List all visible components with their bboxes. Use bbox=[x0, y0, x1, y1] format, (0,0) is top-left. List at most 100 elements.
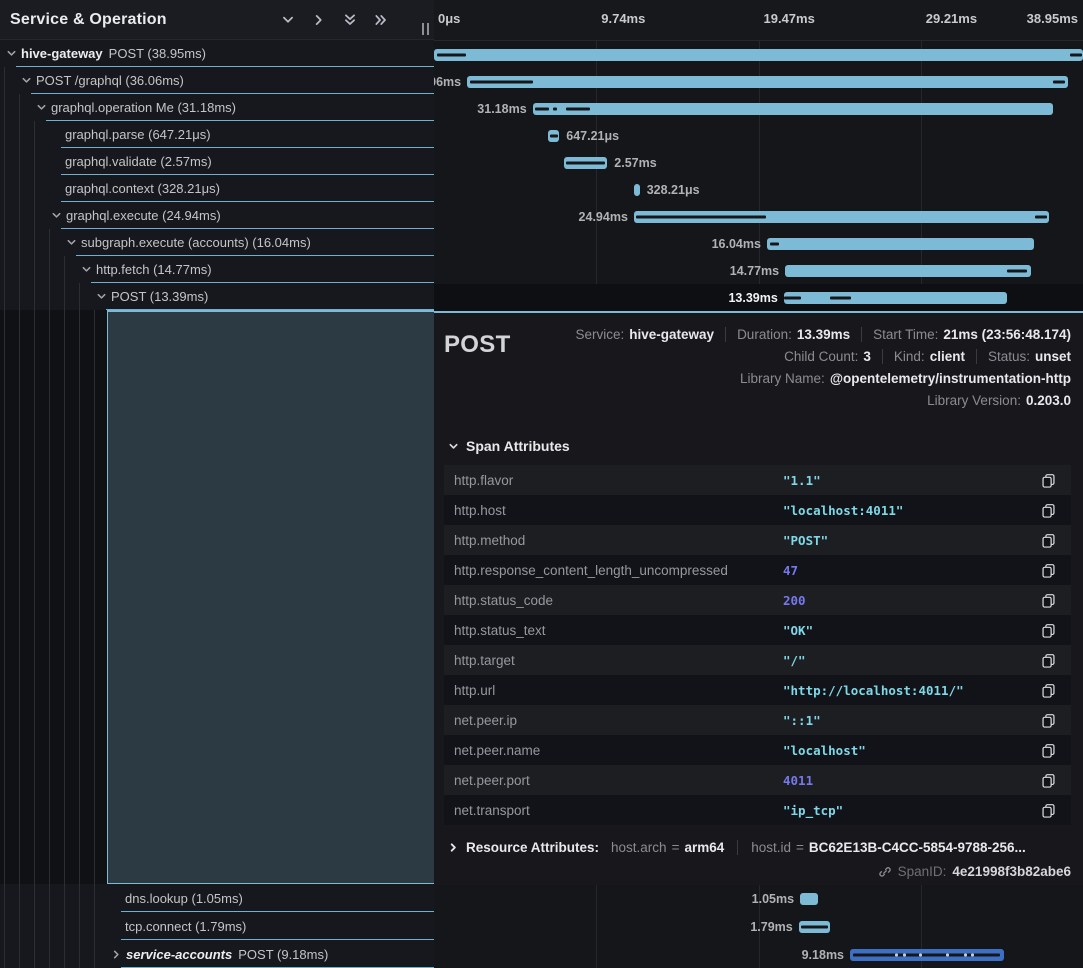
indent-guide bbox=[4, 256, 5, 283]
column-resize-grip-icon[interactable] bbox=[422, 23, 429, 35]
span-operation-label: http.fetch (14.77ms) bbox=[96, 262, 212, 277]
timeline-row[interactable]: 9.18ms bbox=[434, 941, 1083, 968]
span-bar[interactable] bbox=[785, 264, 1032, 277]
indent-guide bbox=[19, 121, 20, 148]
span-operation-label: POST (38.95ms) bbox=[108, 46, 206, 61]
span-bar[interactable] bbox=[467, 75, 1069, 88]
span-tree-row[interactable]: http.fetch (14.77ms) bbox=[0, 256, 434, 283]
double-chevron-down-icon[interactable] bbox=[339, 9, 361, 31]
span-bar[interactable] bbox=[434, 48, 1083, 61]
span-duration-label: 9.18ms bbox=[801, 948, 845, 962]
copy-icon[interactable] bbox=[1039, 561, 1057, 579]
span-meta-item: Library Version: 0.203.0 bbox=[927, 393, 1071, 408]
span-bar[interactable] bbox=[800, 893, 819, 905]
attribute-row: http.status_code 200 bbox=[444, 585, 1071, 615]
timeline-row[interactable]: 13.39ms bbox=[434, 284, 1083, 311]
copy-icon[interactable] bbox=[1039, 591, 1057, 609]
copy-icon[interactable] bbox=[1039, 471, 1057, 489]
span-bar[interactable] bbox=[532, 102, 1054, 115]
copy-icon[interactable] bbox=[1039, 771, 1057, 789]
span-tree-row[interactable]: graphql.validate (2.57ms) bbox=[0, 148, 434, 175]
resource-attributes-row[interactable]: Resource Attributes: host.arch = arm64 host… bbox=[448, 840, 1071, 855]
chevron-down-icon[interactable] bbox=[95, 291, 107, 303]
timeline-row[interactable]: 31.18ms bbox=[434, 95, 1083, 122]
ruler-tick: 19.47ms bbox=[763, 11, 815, 26]
indent-guide bbox=[4, 940, 5, 968]
timeline-row[interactable] bbox=[434, 41, 1083, 68]
copy-icon[interactable] bbox=[1039, 681, 1057, 699]
copy-icon[interactable] bbox=[1039, 711, 1057, 729]
indent-guide bbox=[4, 67, 5, 94]
timeline-row[interactable]: 647.21μs bbox=[434, 122, 1083, 149]
chevron-right-icon[interactable] bbox=[308, 9, 330, 31]
attribute-value: 47 bbox=[783, 562, 799, 578]
span-attributes-header[interactable]: Span Attributes bbox=[448, 438, 1071, 454]
span-bar[interactable] bbox=[633, 183, 640, 196]
span-tree-row[interactable]: POST /graphql (36.06ms) bbox=[0, 67, 434, 94]
span-bar-mark bbox=[549, 134, 558, 137]
indent-guide bbox=[64, 912, 65, 940]
resource-attribute-value: arm64 bbox=[684, 840, 725, 855]
indent-guide bbox=[49, 283, 50, 310]
span-bar[interactable] bbox=[783, 291, 1008, 304]
timeline-row[interactable]: 24.94ms bbox=[434, 203, 1083, 230]
span-detail-header: POST Service: hive-gateway Duration: 13.39m… bbox=[444, 323, 1071, 411]
timeline-row[interactable]: 14.77ms bbox=[434, 257, 1083, 284]
meta-value: hive-gateway bbox=[629, 326, 715, 342]
indent-guide bbox=[4, 310, 5, 884]
link-icon[interactable] bbox=[878, 865, 892, 879]
span-meta-item: Status: unset bbox=[975, 348, 1071, 364]
indent-guide bbox=[49, 256, 50, 283]
chevron-right-icon[interactable] bbox=[110, 948, 122, 960]
indent-guide bbox=[64, 256, 65, 283]
chevron-down-icon[interactable] bbox=[65, 237, 77, 249]
indent-guide bbox=[34, 940, 35, 968]
span-event-dot bbox=[964, 953, 968, 957]
span-tree-row[interactable]: subgraph.execute (accounts) (16.04ms) bbox=[0, 229, 434, 256]
indent-guide bbox=[64, 884, 65, 912]
span-tree-row[interactable]: graphql.context (328.21μs) bbox=[0, 175, 434, 202]
timeline-row[interactable]: 16.04ms bbox=[434, 230, 1083, 257]
span-tree-row[interactable]: dns.lookup (1.05ms) bbox=[0, 884, 434, 912]
timeline-row[interactable]: 2.57ms bbox=[434, 149, 1083, 176]
indent-guide bbox=[4, 283, 5, 310]
span-tree-row[interactable]: POST (13.39ms) bbox=[0, 283, 434, 310]
ruler-tick: 29.21ms bbox=[925, 11, 978, 26]
span-bar[interactable] bbox=[633, 210, 1050, 223]
chevron-down-icon[interactable] bbox=[5, 48, 17, 60]
timeline-row[interactable]: 1.05ms bbox=[434, 885, 1083, 913]
copy-icon[interactable] bbox=[1039, 531, 1057, 549]
timeline-row[interactable]: 36.06ms bbox=[434, 68, 1083, 95]
span-bar-mark bbox=[566, 107, 591, 110]
copy-icon[interactable] bbox=[1039, 621, 1057, 639]
span-meta-line: Child Count: 3 Kind: client Status: unset bbox=[784, 345, 1071, 367]
attribute-value: "localhost" bbox=[783, 742, 866, 758]
span-tree-row[interactable]: graphql.operation Me (31.18ms) bbox=[0, 94, 434, 121]
meta-value: unset bbox=[1034, 348, 1071, 364]
copy-icon[interactable] bbox=[1039, 801, 1057, 819]
span-tree-row[interactable]: service-accounts POST (9.18ms) bbox=[0, 940, 434, 968]
copy-icon[interactable] bbox=[1039, 501, 1057, 519]
chevron-down-icon[interactable] bbox=[277, 9, 299, 31]
timeline-row[interactable]: 1.79ms bbox=[434, 913, 1083, 941]
span-tree-row[interactable]: graphql.parse (647.21μs) bbox=[0, 121, 434, 148]
equals-sign: = bbox=[796, 840, 804, 855]
copy-icon[interactable] bbox=[1039, 741, 1057, 759]
span-tree-row[interactable]: graphql.execute (24.94ms) bbox=[0, 202, 434, 229]
copy-icon[interactable] bbox=[1039, 651, 1057, 669]
span-bar-mark bbox=[1070, 53, 1082, 56]
chevron-down-icon[interactable] bbox=[80, 264, 92, 276]
indent-guide bbox=[4, 121, 5, 148]
attribute-key: http.url bbox=[454, 682, 496, 698]
span-tree-row[interactable]: hive-gateway POST (38.95ms) bbox=[0, 40, 434, 67]
span-tree-row[interactable]: tcp.connect (1.79ms) bbox=[0, 912, 434, 940]
chevron-down-icon[interactable] bbox=[35, 102, 47, 114]
double-chevron-right-icon[interactable] bbox=[370, 9, 392, 31]
chevron-down-icon[interactable] bbox=[20, 75, 32, 87]
span-bar[interactable] bbox=[766, 237, 1035, 250]
timeline-row[interactable]: 328.21μs bbox=[434, 176, 1083, 203]
span-meta-item: Start Time: 21ms (23:56:48.174) bbox=[861, 326, 1071, 342]
chevron-down-icon[interactable] bbox=[50, 210, 62, 222]
attribute-key: http.method bbox=[454, 532, 526, 548]
